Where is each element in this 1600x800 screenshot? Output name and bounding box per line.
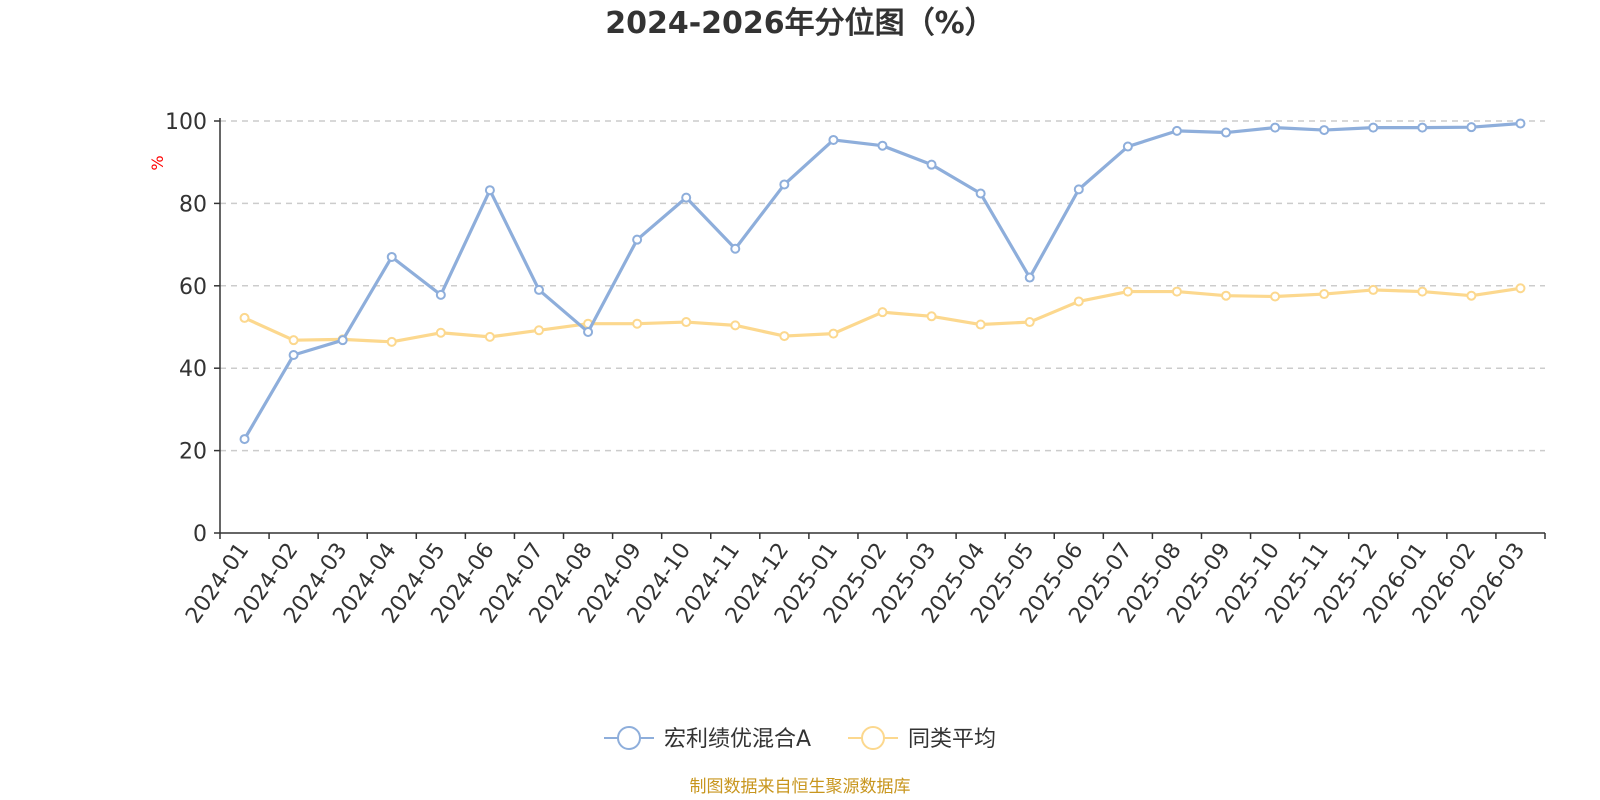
series-group: [239, 118, 1526, 445]
data-point: [730, 243, 741, 254]
data-point: [1270, 291, 1281, 302]
axes: [214, 118, 1546, 539]
source-note: 制图数据来自恒生聚源数据库: [690, 777, 911, 797]
data-point: [1417, 122, 1428, 133]
data-point: [730, 320, 741, 331]
legend-label: 宏利绩优混合A: [664, 727, 811, 752]
data-point: [1073, 184, 1084, 195]
legend-marker-icon: [617, 726, 641, 750]
data-point: [533, 325, 544, 336]
y-tick-labels: 0 20 40 60 80 100: [165, 110, 207, 547]
data-point: [1368, 122, 1379, 133]
data-point: [1515, 283, 1526, 294]
series-group: [239, 283, 1526, 347]
legend-item[interactable]: 宏利绩优混合A: [604, 726, 811, 752]
data-point: [1171, 286, 1182, 297]
data-point: [828, 328, 839, 339]
data-point: [1515, 118, 1526, 129]
data-point: [779, 331, 790, 342]
y-axis-label: %: [148, 155, 167, 170]
y-tick-label: 40: [179, 357, 207, 382]
legend-item[interactable]: 同类平均: [848, 726, 996, 752]
data-point: [632, 234, 643, 245]
data-point: [1024, 272, 1035, 283]
data-point: [877, 140, 888, 151]
legend-label: 同类平均: [908, 727, 996, 752]
data-point: [1221, 127, 1232, 138]
data-point: [779, 179, 790, 190]
grid-lines: [220, 120, 1545, 452]
data-point: [1073, 296, 1084, 307]
data-point: [239, 312, 250, 323]
data-point: [975, 188, 986, 199]
data-point: [1417, 286, 1428, 297]
data-point: [975, 319, 986, 330]
y-tick-label: 20: [179, 440, 207, 465]
y-tick-label: 60: [179, 275, 207, 300]
data-point: [1466, 122, 1477, 133]
data-point: [1221, 290, 1232, 301]
data-point: [1024, 317, 1035, 328]
data-point: [926, 159, 937, 170]
data-point: [1466, 290, 1477, 301]
series-lines: [239, 118, 1526, 445]
data-point: [1319, 125, 1330, 136]
y-tick-label: 0: [193, 522, 207, 547]
data-point: [1319, 289, 1330, 300]
data-point: [288, 335, 299, 346]
data-point: [337, 335, 348, 346]
legend-marker-icon: [861, 726, 885, 750]
data-point: [435, 289, 446, 300]
data-point: [484, 331, 495, 342]
data-point: [288, 350, 299, 361]
data-point: [681, 317, 692, 328]
data-point: [1270, 122, 1281, 133]
data-point: [681, 192, 692, 203]
data-point: [926, 311, 937, 322]
data-point: [386, 336, 397, 347]
data-point: [435, 327, 446, 338]
data-point: [1171, 125, 1182, 136]
legend[interactable]: 宏利绩优混合A 同类平均: [604, 726, 996, 752]
data-point: [386, 251, 397, 262]
y-tick-label: 80: [179, 192, 207, 217]
series-line: [243, 121, 1521, 440]
data-point: [1368, 284, 1379, 295]
data-point: [533, 284, 544, 295]
data-point: [1122, 141, 1133, 152]
chart-title: 2024-2026年分位图（%）: [605, 6, 995, 41]
data-point: [828, 134, 839, 145]
data-point: [632, 318, 643, 329]
data-point: [1122, 286, 1133, 297]
data-point: [484, 185, 495, 196]
data-point: [583, 326, 594, 337]
y-tick-label: 100: [165, 110, 207, 135]
x-tick-labels: 2024-012024-022024-032024-042024-052024-…: [181, 539, 1530, 629]
data-point: [877, 307, 888, 318]
data-point: [239, 434, 250, 445]
